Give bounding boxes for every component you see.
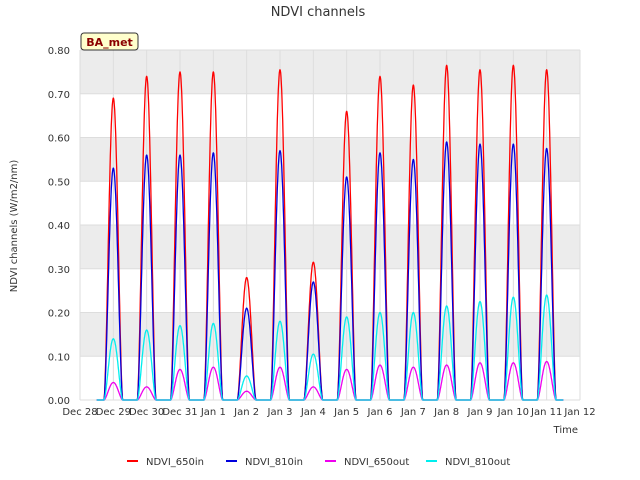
plot-bands — [80, 50, 580, 357]
y-tick-label: 0.10 — [48, 352, 70, 363]
x-tick-label: Dec 30 — [129, 407, 164, 418]
x-tick-label: Jan 6 — [367, 407, 393, 418]
legend-item: NDVI_650in — [127, 457, 204, 468]
plot-band — [80, 312, 580, 357]
x-tick-label: Jan 11 — [530, 407, 562, 418]
chart-title: NDVI channels — [271, 5, 366, 20]
plot-band — [80, 50, 580, 94]
x-tick-label: Jan 3 — [267, 407, 293, 418]
grid-lines — [79, 49, 581, 401]
legend-label: NDVI_650out — [344, 457, 409, 468]
x-axis-label: Time — [553, 425, 578, 436]
series-lines — [96, 64, 564, 401]
y-tick-label: 0.60 — [48, 134, 70, 145]
y-tick-label: 0.20 — [48, 309, 70, 320]
x-tick-label: Jan 5 — [333, 407, 359, 418]
x-tick-label: Dec 29 — [96, 407, 131, 418]
legend-item: NDVI_650out — [325, 457, 409, 468]
site-badge-label: BA_met — [86, 36, 133, 49]
x-tick-label: Jan 4 — [300, 407, 326, 418]
x-tick-label: Jan 2 — [233, 407, 259, 418]
x-tick-label: Jan 12 — [563, 407, 595, 418]
y-tick-label: 0.40 — [48, 221, 70, 232]
y-tick-label: 0.30 — [48, 265, 70, 276]
legend-label: NDVI_810out — [445, 457, 510, 468]
x-tick-label: Dec 31 — [162, 407, 197, 418]
y-tick-labels: 0.00 0.10 0.20 0.30 0.40 0.50 0.60 0.70 0.80 — [48, 46, 70, 407]
x-tick-label: Jan 10 — [497, 407, 529, 418]
x-tick-label: Jan 1 — [200, 407, 226, 418]
plot-band — [80, 225, 580, 269]
y-tick-label: 0.80 — [48, 46, 70, 57]
site-badge: BA_met — [80, 32, 139, 51]
legend-label: NDVI_650in — [146, 457, 204, 468]
legend: NDVI_650in NDVI_810in NDVI_650out NDVI_810o… — [127, 457, 510, 468]
y-tick-label: 0.00 — [48, 396, 70, 407]
x-tick-label: Dec 28 — [62, 407, 97, 418]
x-tick-label: Jan 9 — [467, 407, 493, 418]
plot-band — [80, 137, 580, 182]
series-line-ndvi_650out — [96, 360, 564, 401]
legend-label: NDVI_810in — [245, 457, 303, 468]
x-tick-label: Jan 7 — [400, 407, 426, 418]
site-badge-box — [80, 32, 139, 51]
legend-item: NDVI_810in — [226, 457, 303, 468]
y-axis-label: NDVI channels (W/m2/nm) — [9, 160, 20, 293]
series-line-ndvi_810out — [96, 294, 564, 401]
x-tick-label: Jan 8 — [433, 407, 459, 418]
legend-item: NDVI_810out — [426, 457, 510, 468]
y-tick-label: 0.70 — [48, 90, 70, 101]
y-tick-label: 0.50 — [48, 177, 70, 188]
